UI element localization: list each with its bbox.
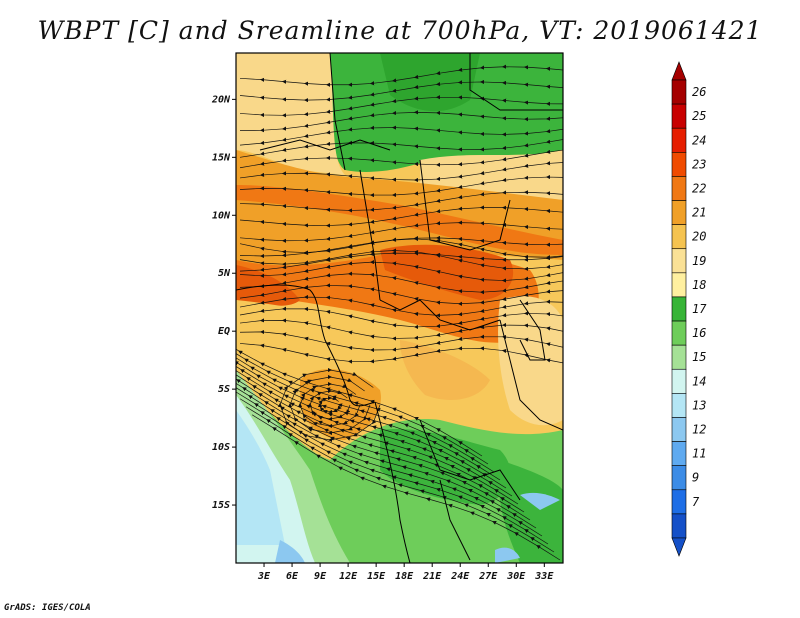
colorbar-label: 13	[692, 398, 706, 412]
colorbar-segment	[671, 393, 687, 418]
colorbar-label: 20	[692, 230, 706, 244]
colorbar-label: 14	[692, 374, 706, 388]
credit-label: GrADS: IGES/COLA	[4, 603, 91, 613]
lon-tick-label: 21E	[422, 571, 442, 582]
lon-tick-label: 18E	[395, 571, 414, 582]
colorbar-label: 18	[692, 278, 706, 292]
colorbar-segment	[671, 200, 687, 225]
lat-tick-label: 10N	[212, 210, 231, 221]
lon-tick-label: 6E	[286, 571, 299, 582]
colorbar-label: 12	[692, 423, 706, 437]
colorbar-segment	[671, 224, 687, 250]
colorbar-segment	[671, 152, 687, 177]
lon-tick-label: 30E	[506, 571, 526, 582]
streamlines	[236, 64, 563, 561]
colorbar-segment	[671, 176, 687, 201]
colorbar-label: 16	[692, 326, 706, 340]
colorbar-segment	[671, 489, 687, 515]
colorbar-label: 15	[692, 350, 706, 364]
axis-ticks: 3E 6E 9E 12E 15E 18E 21E 24E 27E 30E 33E 20N 15N 10N 5…	[211, 94, 554, 582]
map-frame	[235, 52, 564, 564]
colorbar-label: 24	[692, 133, 706, 147]
colorbar-segment	[671, 103, 687, 129]
colorbar-label: 7	[692, 495, 700, 509]
lat-tick-label: 15N	[212, 152, 231, 163]
lon-tick-label: 33E	[534, 571, 554, 582]
lat-tick-label: 15S	[212, 500, 230, 511]
lon-tick-label: 9E	[314, 571, 327, 582]
colorbar-segment	[671, 344, 687, 370]
colorbar-segment	[671, 417, 687, 442]
colorbar-segment	[671, 513, 687, 539]
colorbar-label: 19	[692, 254, 706, 268]
colorbar-bottom-triangle	[671, 537, 687, 557]
colorbar-segment	[671, 368, 687, 394]
country-borders	[236, 53, 563, 563]
streamline	[239, 139, 563, 158]
colorbar-segment	[671, 296, 687, 322]
colorbar-segment	[671, 248, 687, 274]
lat-tick-label: 5S	[218, 384, 230, 395]
colorbar: 26 25 24 23 22 21 20 19 18 17 16 15 14 13 12 11 9 7	[671, 61, 707, 557]
streamline	[239, 125, 563, 146]
colorbar-label: 25	[692, 109, 706, 123]
lat-tick-label: 20N	[211, 94, 231, 105]
colorbar-label: 11	[692, 447, 706, 461]
lon-tick-label: 15E	[367, 571, 386, 582]
colorbar-segment	[671, 127, 687, 153]
colorbar-top-triangle	[671, 61, 687, 81]
lon-tick-label: 3E	[257, 571, 271, 582]
streamline	[277, 367, 381, 443]
colorbar-label: 21	[692, 206, 706, 220]
lat-tick-label: EQ	[218, 326, 230, 337]
chart-title: WBPT [C] and Sreamline at 700hPa, VT: 20…	[37, 16, 763, 45]
colorbar-label: 23	[692, 157, 706, 171]
colorbar-label: 22	[692, 181, 706, 195]
colorbar-label: 9	[692, 471, 699, 485]
lon-tick-label: 27E	[478, 571, 498, 582]
wbpt-shading	[236, 53, 563, 563]
colorbar-segment	[671, 465, 687, 491]
colorbar-label: 17	[692, 302, 707, 316]
lon-tick-label: 12E	[339, 571, 358, 582]
colorbar-segment	[671, 441, 687, 466]
colorbar-segment	[671, 320, 687, 346]
colorbar-segment	[671, 272, 687, 298]
lon-tick-label: 24E	[450, 571, 470, 582]
colorbar-segment	[671, 79, 687, 105]
colorbar-label: 26	[692, 85, 706, 99]
lat-tick-label: 10S	[212, 442, 230, 453]
lat-tick-label: 5N	[218, 268, 231, 279]
